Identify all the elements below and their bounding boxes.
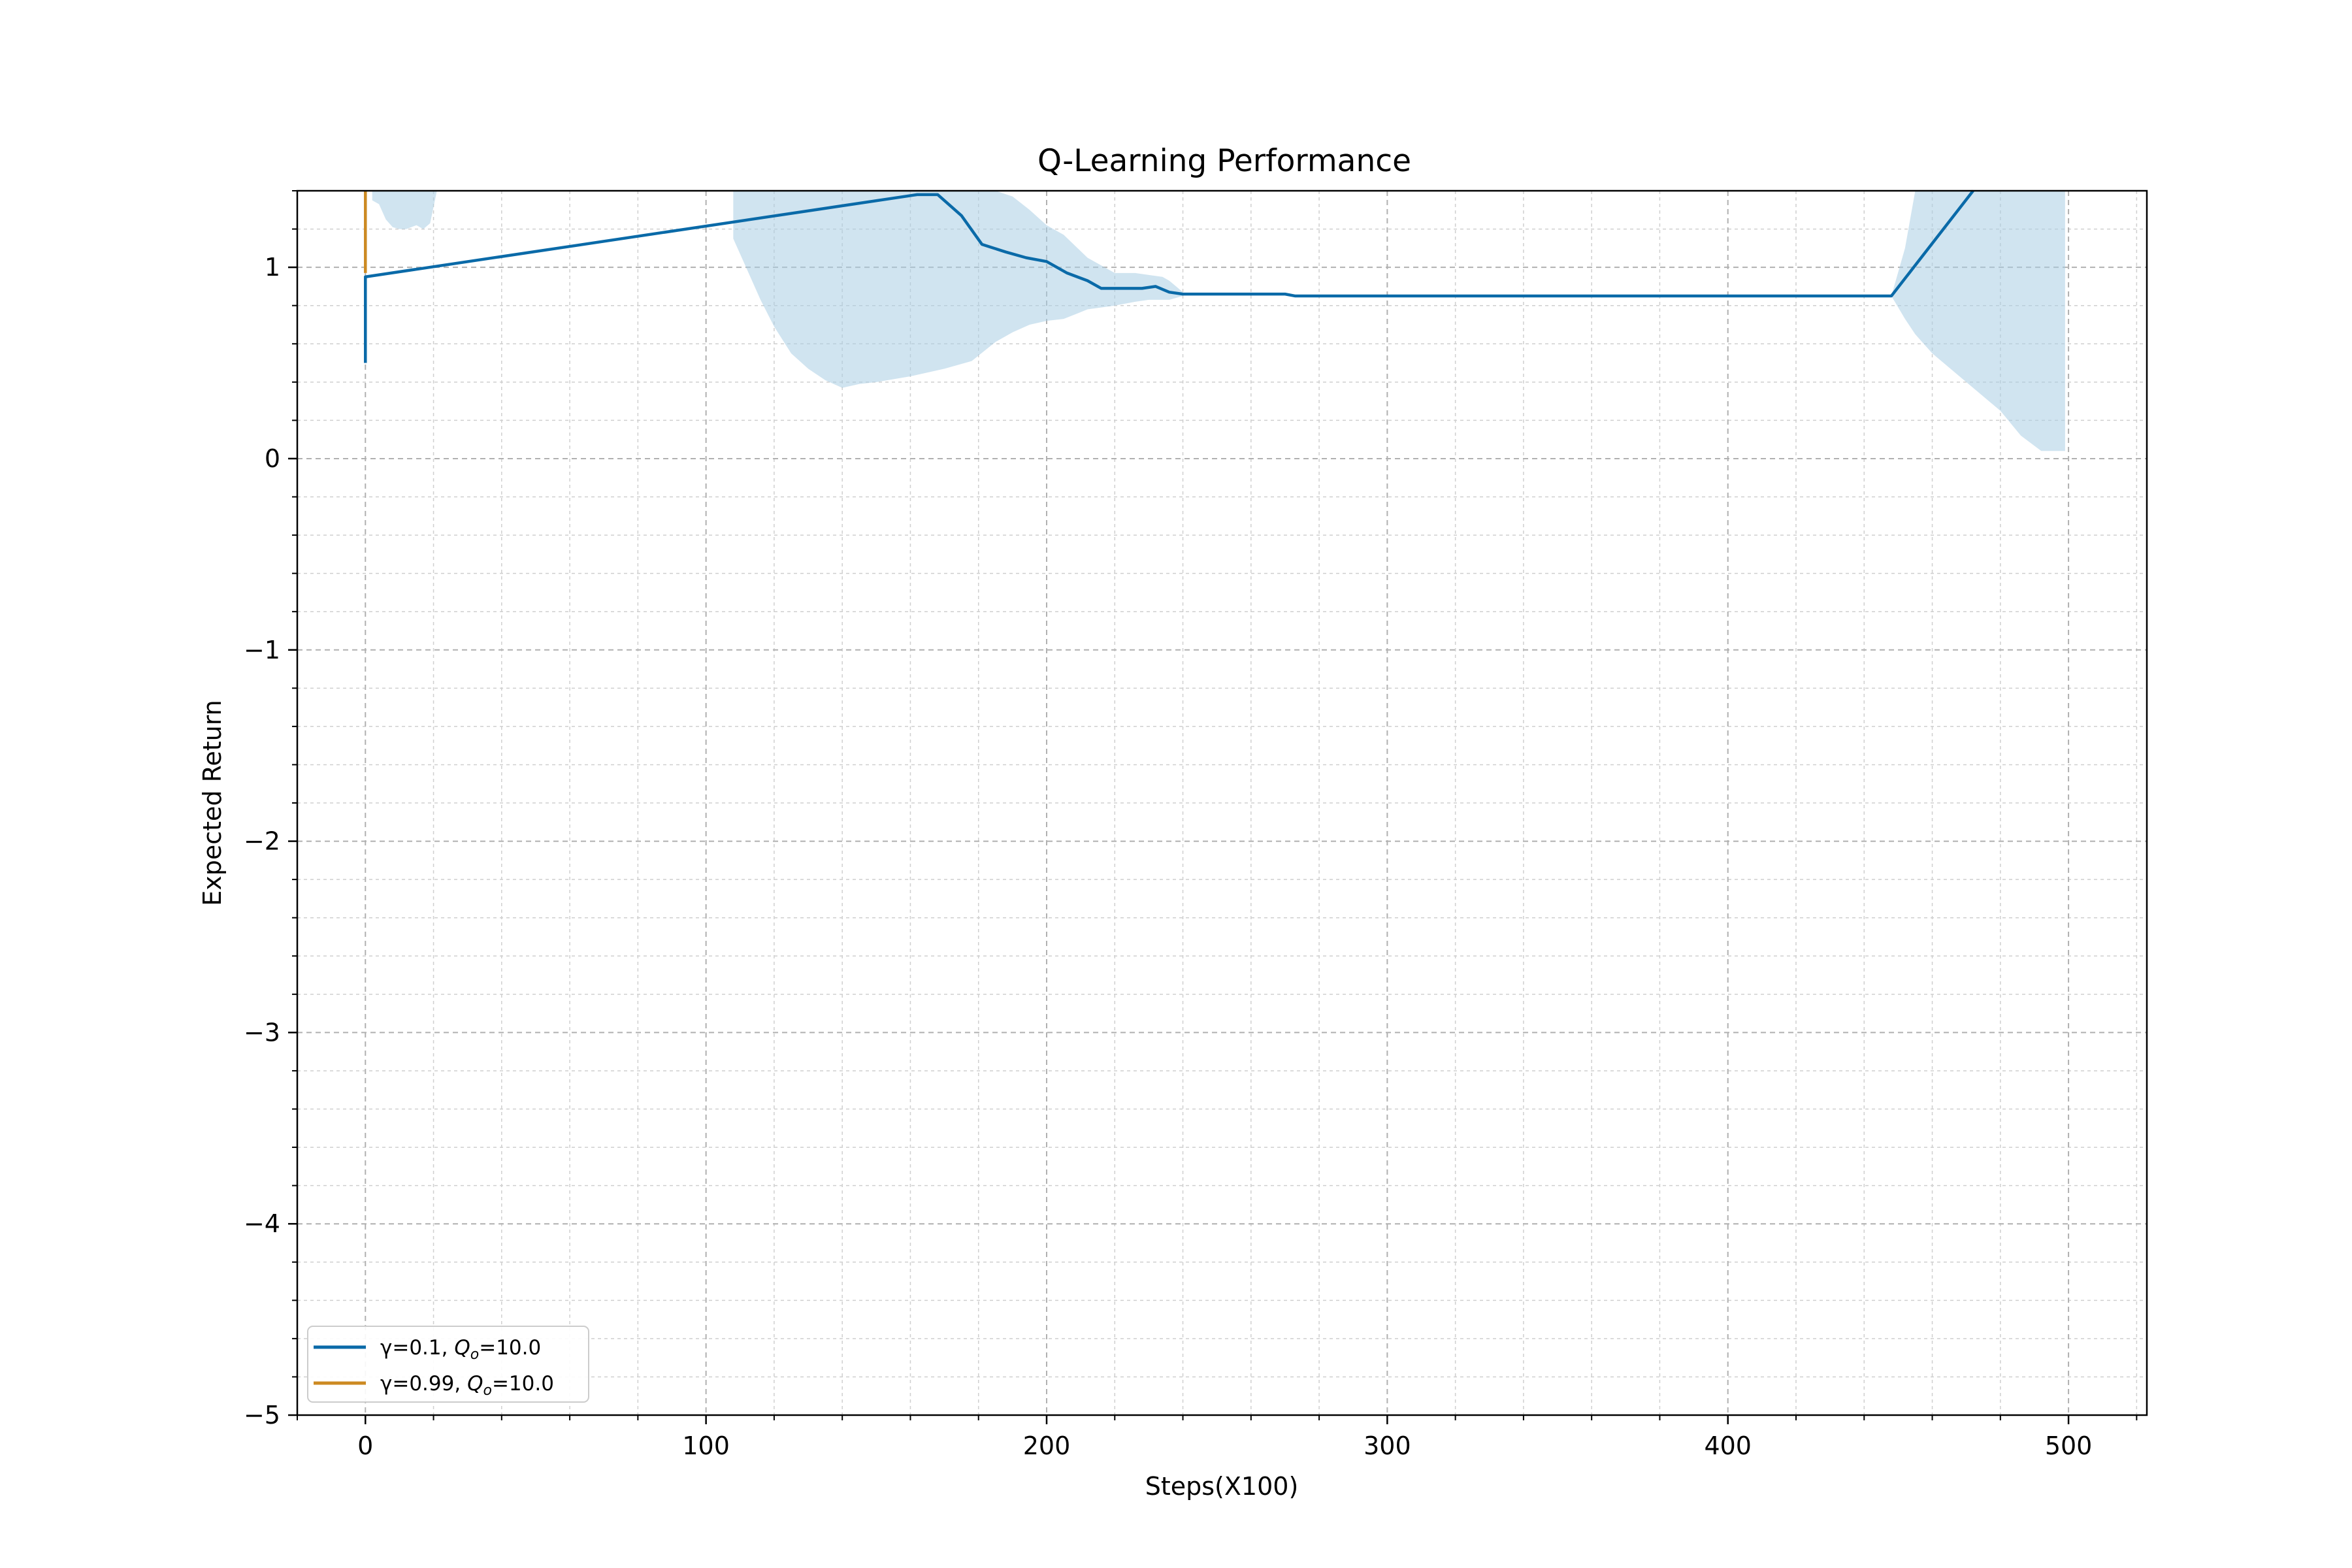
legend-label: γ=0.99, Qo=10.0 <box>380 1372 554 1399</box>
y-tick-label: −5 <box>244 1401 280 1429</box>
x-tick-label: 200 <box>1023 1431 1071 1460</box>
x-tick-label: 400 <box>1704 1431 1752 1460</box>
grid <box>297 190 2147 1416</box>
y-axis: −5 −4 −3 −2 −1 0 1 <box>244 190 297 1429</box>
series-lines <box>364 189 1974 363</box>
legend-label: γ=0.1, Qo=10.0 <box>380 1336 541 1363</box>
y-tick-label: 1 <box>265 253 280 282</box>
confidence-band <box>1891 191 2065 451</box>
x-axis-label: Steps(X100) <box>1145 1472 1299 1501</box>
x-axis: 0 100 200 300 400 500 <box>297 1415 2138 1460</box>
x-tick-label: 0 <box>357 1431 373 1460</box>
y-tick-label: −1 <box>244 636 280 664</box>
x-tick-label: 500 <box>2045 1431 2093 1460</box>
y-axis-label: Expected Return <box>198 700 227 906</box>
confidence-bands <box>372 191 2065 451</box>
y-tick-label: −3 <box>244 1018 280 1047</box>
y-tick-label: −2 <box>244 827 280 856</box>
chart-title: Q-Learning Performance <box>1037 143 1411 179</box>
confidence-band <box>733 191 1183 388</box>
x-tick-label: 100 <box>682 1431 730 1460</box>
x-tick-label: 300 <box>1364 1431 1411 1460</box>
y-tick-label: −4 <box>244 1209 280 1238</box>
legend: γ=0.1, Qo=10.0 γ=0.99, Qo=10.0 <box>307 1326 589 1403</box>
series-line-1 <box>364 189 1974 363</box>
legend-box <box>307 1326 589 1403</box>
confidence-band <box>372 191 437 229</box>
y-tick-label: 0 <box>265 444 280 473</box>
